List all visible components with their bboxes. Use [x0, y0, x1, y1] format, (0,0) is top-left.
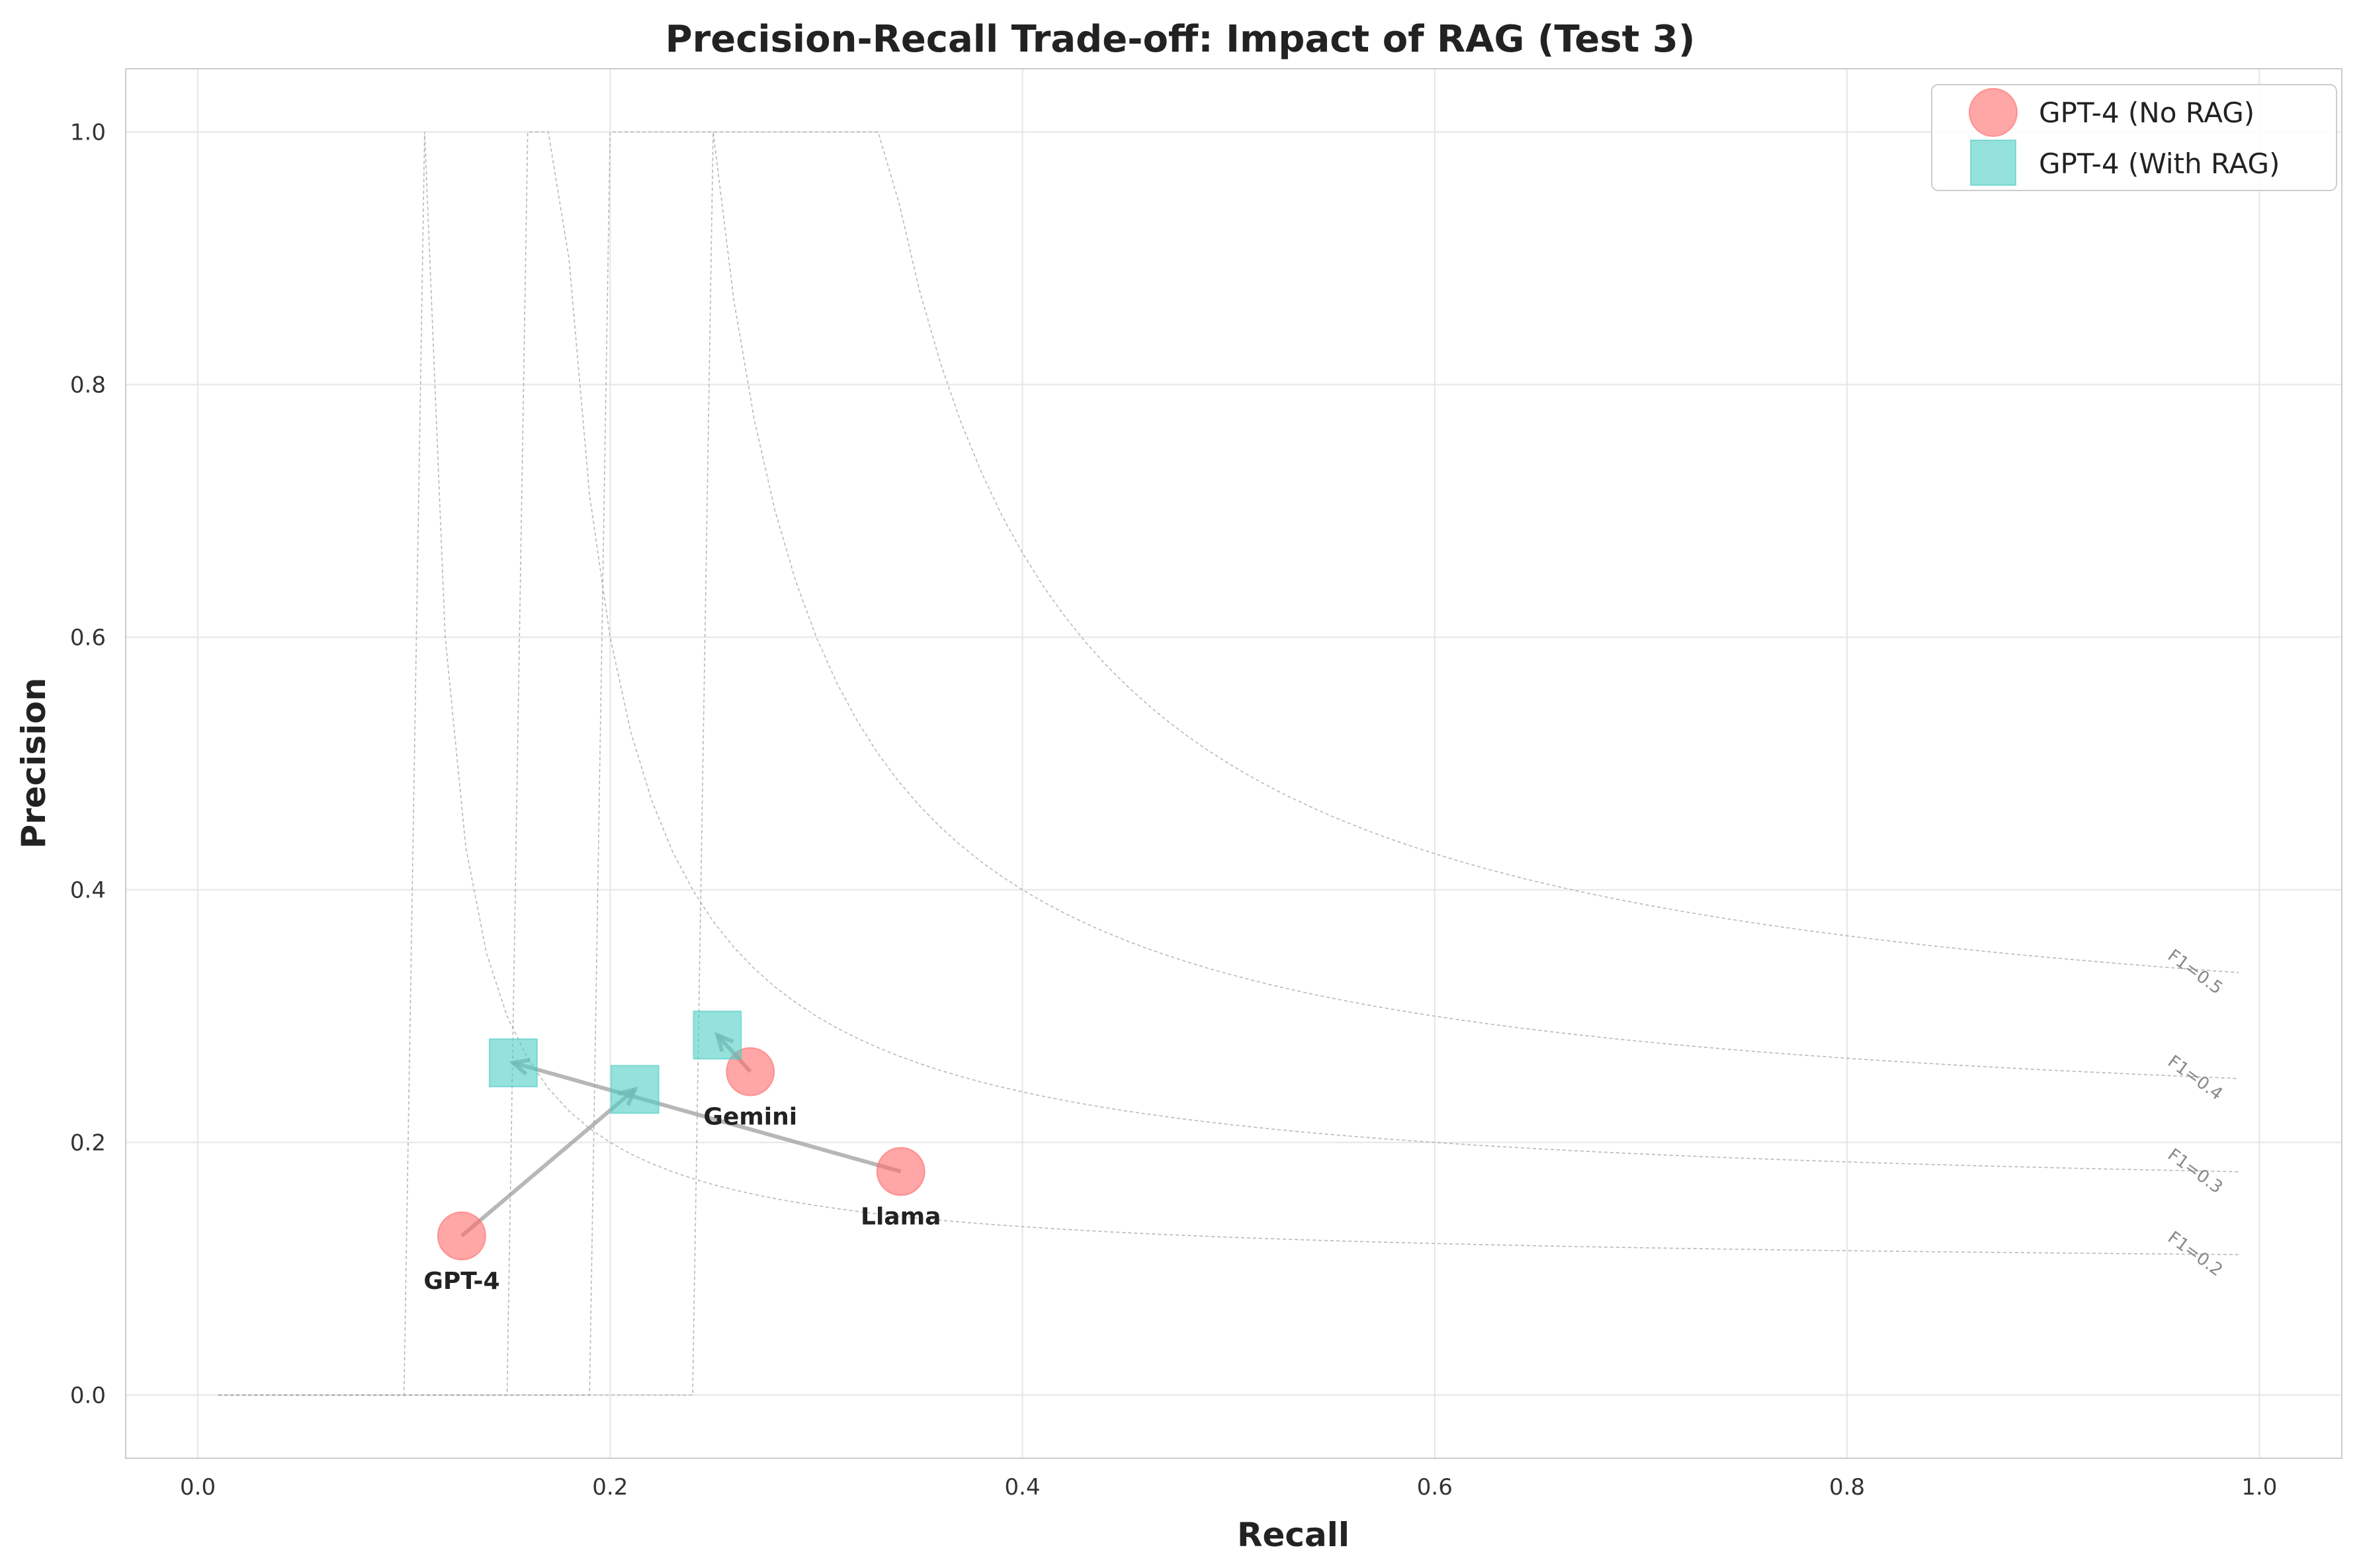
- point-label-llama: Llama: [861, 1203, 941, 1230]
- legend-marker-with-rag: [1970, 140, 2016, 186]
- chart-title: Precision-Recall Trade-off: Impact of RA…: [665, 18, 1696, 61]
- x-axis-label: Recall: [1237, 1516, 1350, 1554]
- legend-box: [1931, 84, 2337, 191]
- point-label-gpt-4: GPT-4: [423, 1268, 499, 1295]
- y-tick-label-4: 0.8: [70, 372, 106, 399]
- point-with-rag-gpt-4: [610, 1065, 660, 1114]
- data-points: [437, 1011, 925, 1260]
- y-axis-label: Precision: [15, 678, 53, 849]
- x-tick-label-1: 0.2: [592, 1474, 628, 1501]
- point-label-gemini: Gemini: [703, 1104, 797, 1131]
- plot-frame: [125, 68, 2342, 1459]
- plot-area: F1=0.2F1=0.3F1=0.4F1=0.5 GPT-4GeminiLlam…: [125, 68, 2342, 1459]
- legend-label-no-rag: GPT-4 (No RAG): [2039, 97, 2254, 129]
- point-labels: GPT-4 Gemini Llama: [423, 1104, 941, 1295]
- iso-f1-curve-f1-0-3: [218, 131, 2239, 1396]
- point-no-rag-gemini: [726, 1047, 775, 1096]
- iso-f1-curve-f1-0-2: [218, 132, 2239, 1396]
- y-tick-label-1: 0.2: [70, 1130, 106, 1157]
- y-axis-ticks: 0.0 0.2 0.4 0.6 0.8 1.0: [70, 120, 106, 1409]
- legend-marker-no-rag: [1969, 88, 2018, 137]
- legend: GPT-4 (No RAG) GPT-4 (With RAG): [1931, 84, 2337, 191]
- x-tick-label-5: 1.0: [2241, 1474, 2277, 1501]
- x-tick-label-3: 0.6: [1417, 1474, 1453, 1501]
- y-tick-label-5: 1.0: [70, 120, 106, 146]
- point-with-rag-llama: [488, 1038, 538, 1088]
- point-no-rag-llama: [876, 1147, 925, 1196]
- legend-label-with-rag: GPT-4 (With RAG): [2039, 147, 2280, 180]
- point-no-rag-gpt-4: [437, 1211, 486, 1260]
- rag-arrow-0: [460, 1087, 636, 1238]
- point-with-rag-gemini: [693, 1011, 742, 1060]
- rag-arrow-2: [513, 1061, 902, 1174]
- y-tick-label-3: 0.6: [70, 625, 106, 651]
- iso-f1-curve-f1-0-5: [218, 131, 2239, 1396]
- y-tick-label-0: 0.0: [70, 1383, 106, 1409]
- x-axis-ticks: 0.0 0.2 0.4 0.6 0.8 1.0: [180, 1474, 2277, 1501]
- x-tick-label-2: 0.4: [1005, 1474, 1041, 1501]
- x-tick-label-4: 0.8: [1829, 1474, 1865, 1501]
- y-tick-label-2: 0.4: [70, 878, 106, 904]
- x-tick-label-0: 0.0: [180, 1474, 216, 1501]
